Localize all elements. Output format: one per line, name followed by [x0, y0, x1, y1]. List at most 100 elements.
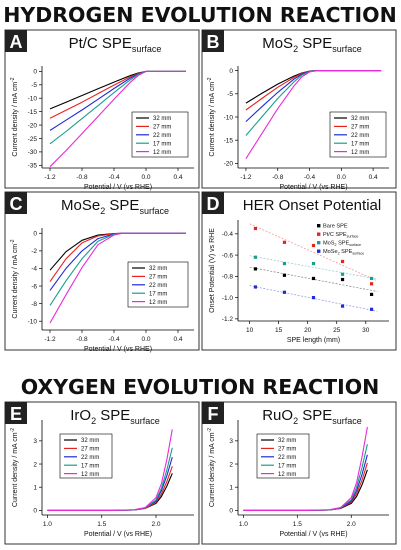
legend-label: 12 mm [153, 150, 171, 156]
legend-label-subscript: surface [352, 252, 364, 256]
panel-title-rest: SPE [298, 35, 332, 52]
y-axis-label: Current density / mA cm-2 [207, 428, 216, 507]
legend-label: MoSe2 SPEsurface [323, 249, 364, 256]
x-tick-label: 10 [246, 327, 254, 334]
x-tick-label: 20 [304, 327, 312, 334]
x-tick-label: -1.2 [44, 336, 56, 343]
y-tick-label: -0.4 [222, 231, 234, 238]
data-point [340, 304, 345, 308]
y-axis-label-superscript: -2 [207, 77, 213, 82]
legend-label: 12 mm [149, 300, 167, 306]
panel-letter-box [202, 402, 224, 424]
y-tick-label: 2 [229, 461, 233, 468]
x-tick-label: -1.2 [44, 174, 56, 181]
panel-title-rest: SPE [298, 407, 332, 424]
panel-letter-box [5, 30, 27, 52]
panel-c: C MoSe2 SPEsurface -1.2 -0.8 -0.4 0.0 0.4 0 -2 -4… [4, 191, 200, 353]
legend-label-subscript: 2 [338, 252, 340, 256]
y-tick-label: -25 [28, 136, 38, 143]
y-axis-label-main: Current density / mA cm [209, 432, 216, 507]
legend-label: 22 mm [278, 455, 296, 461]
legend-marker [317, 241, 321, 245]
panel-title-main: MoS [262, 35, 293, 52]
y-axis-label-superscript: -2 [10, 77, 16, 82]
panel-letter: B [207, 32, 220, 52]
legend-label: 22 mm [153, 133, 171, 139]
x-axis-label: Potential / V (vs RHE) [279, 531, 347, 538]
y-tick-label: -1.2 [222, 316, 234, 323]
x-tick-label: -0.4 [108, 174, 120, 181]
x-tick-label: 0.4 [369, 174, 378, 181]
data-point [282, 290, 287, 294]
panel-b: B MoS2 SPEsurface -1.2 -0.8 -0.4 0.0 0.4 0 -5 -10… [201, 29, 397, 191]
legend-marker [317, 249, 321, 253]
legend-label: 17 mm [351, 141, 369, 147]
y-tick-label: -10 [28, 96, 38, 103]
y-tick-label: -15 [28, 109, 38, 116]
panel-frame [4, 401, 200, 545]
legend-label: 17 mm [153, 141, 171, 147]
panel-title-main: RuO [262, 407, 293, 424]
y-tick-label: 0 [33, 508, 37, 515]
panel-title-subscript: 2 [293, 416, 298, 426]
panel-title: IrO2 SPEsurface [70, 407, 160, 426]
x-axis-label: SPE length (mm) [287, 337, 340, 344]
panel-title: Pt/C SPEsurface [69, 35, 162, 54]
y-axis-label: Current density / mA cm-2 [10, 428, 19, 507]
x-tick-label: 0.0 [141, 336, 150, 343]
x-tick-label: 2.0 [151, 521, 160, 528]
legend-marker [317, 224, 321, 228]
data-point [253, 226, 258, 231]
her-section-title: HYDROGEN EVOLUTION REACTION [3, 3, 397, 27]
y-tick-label: -4 [31, 266, 37, 273]
panel-title-subscript: 2 [293, 44, 298, 54]
trend-line [249, 255, 378, 280]
panel-letter-box [5, 402, 27, 424]
panel-title-subscript: surface [130, 416, 160, 426]
legend-marker [317, 232, 321, 236]
data-point [340, 272, 345, 276]
y-axis-label: Current density / mA cm-2 [10, 77, 19, 156]
panel-title: MoS2 SPEsurface [262, 35, 362, 54]
data-point [369, 307, 374, 311]
panel-title-rest: SPE [105, 197, 139, 214]
x-tick-label: -1.2 [240, 174, 252, 181]
panel-d: D HER Onset Potential 10 15 20 25 30 -0.4 -0.6 -0… [201, 191, 397, 351]
legend-label: 32 mm [278, 438, 296, 444]
oer-section-title: OXYGEN EVOLUTION REACTION [21, 375, 380, 399]
x-tick-label: 0.0 [337, 174, 346, 181]
y-tick-label: 2 [33, 461, 37, 468]
y-axis-label-superscript: -2 [10, 239, 16, 244]
y-axis-label-main: Onset Potential (V) vs RHE [209, 228, 216, 313]
legend-label: 17 mm [149, 291, 167, 297]
data-point [253, 255, 258, 259]
panel-title-main: IrO [70, 407, 91, 424]
y-tick-label: -5 [227, 91, 233, 98]
series-line-12mm [243, 426, 368, 511]
x-axis-label: Potential / V (vs RHE) [84, 184, 152, 191]
y-tick-label: 0 [33, 231, 37, 238]
y-tick-label: -1.0 [222, 295, 234, 302]
x-tick-label: -0.4 [108, 336, 120, 343]
series-line-12mm [47, 429, 173, 511]
y-axis-label: Current density / mA cm-2 [10, 239, 19, 318]
legend-label-rest: SPE [337, 241, 350, 247]
x-tick-label: 0.4 [173, 336, 182, 343]
y-tick-label: -15 [224, 137, 234, 144]
data-point [311, 276, 316, 281]
x-tick-label: -0.8 [76, 336, 88, 343]
x-tick-label: 25 [333, 327, 341, 334]
y-tick-label: -5 [31, 82, 37, 89]
x-tick-label: 1.0 [43, 521, 52, 528]
y-axis-label-superscript: -2 [207, 428, 213, 433]
legend-label-subscript: 2 [335, 243, 337, 247]
legend-label: 27 mm [81, 447, 99, 453]
series-line-12mm [49, 70, 186, 168]
x-axis-label: Potential / V (vs RHE) [279, 184, 347, 191]
data-point [340, 277, 345, 282]
y-tick-label: -10 [224, 114, 234, 121]
x-tick-label: 0.0 [141, 174, 150, 181]
y-axis-label-main: Current density / mA cm [12, 244, 19, 319]
panel-letter: C [10, 194, 23, 214]
